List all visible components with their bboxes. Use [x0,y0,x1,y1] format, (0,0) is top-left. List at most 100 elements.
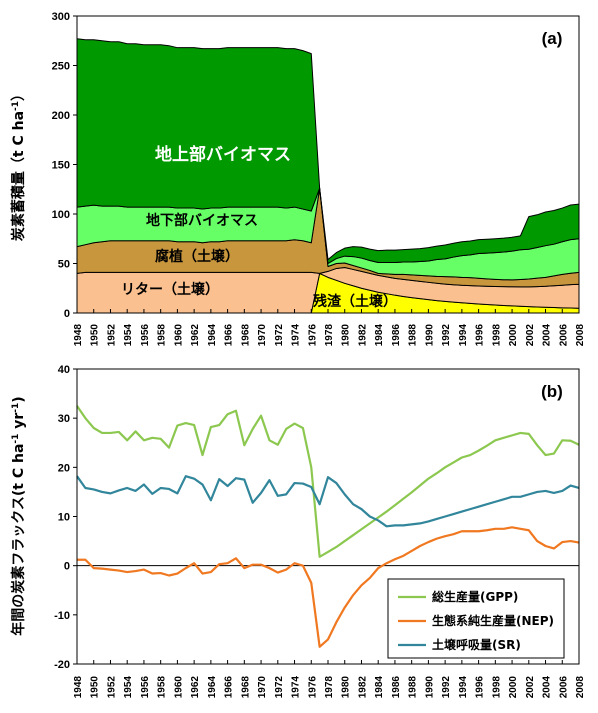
x-tick-label: 1966 [224,324,235,347]
x-tick-label: 1964 [207,324,218,347]
x-tick-label: 1964 [207,676,218,699]
x-tick-label: 1980 [341,324,352,347]
y-tick-label: 50 [58,259,70,271]
x-tick-label: 1994 [458,676,469,699]
x-tick-label: 1960 [173,324,184,347]
y-axis-label-a: 炭素蓄積量（t C ha-1） [10,87,27,241]
x-tick-label: 1954 [123,676,134,699]
legend-entry-sr: 土壌呼吸量(SR) [432,637,521,652]
label-litter: リター（土壌） [121,281,219,298]
x-tick-label: 1970 [257,676,268,699]
x-tick-label: 1990 [424,324,435,347]
x-tick-label: 1948 [73,676,84,699]
panel-a: 0 50 100 150 200 250 300 1948 1950 1952 1954 1956 1… [10,11,586,346]
x-tick-label: 1988 [408,676,419,699]
x-axis-b: 1948 1950 1952 1954 1956 1958 1960 1962 1964 1966… [73,660,586,698]
y-axis-a: 0 50 100 150 200 250 300 [52,11,77,320]
x-tick-label: 1968 [240,324,251,347]
y-tick-label: -10 [54,610,70,622]
label-residue: 残渣（土壌） [313,293,397,310]
x-tick-label: 1976 [307,676,318,699]
legend-entry-nep: 生態系純生産量(NEP) [432,613,554,628]
y-tick-label: 40 [58,364,70,376]
x-tick-label: 2006 [558,324,569,347]
y-tick-label: 0 [64,308,70,320]
x-axis-a: 1948 1950 1952 1954 1956 1958 1960 1962 1964 1966… [73,309,586,346]
stack-areas [76,38,580,314]
y-tick-label: 20 [58,462,70,474]
x-tick-label: 1984 [374,324,385,347]
x-tick-label: 1956 [140,676,151,699]
x-tick-label: 2000 [508,324,519,347]
x-tick-label: 1950 [90,324,101,347]
x-tick-label: 1984 [374,676,385,699]
x-tick-label: 1982 [357,324,368,347]
x-tick-label: 2004 [542,324,553,347]
panel-label-b: (b) [541,382,563,401]
y-tick-label: 300 [52,11,70,23]
x-tick-label: 2002 [525,676,536,699]
line-gpp [76,405,580,558]
x-tick-label: 1974 [291,676,302,699]
x-tick-label: 1952 [106,676,117,699]
y-tick-label: 250 [52,61,70,73]
x-tick-label: 1978 [324,676,335,699]
x-tick-label: 1968 [240,676,251,699]
x-tick-label: 1994 [458,324,469,347]
x-tick-label: 1988 [408,324,419,347]
y-tick-label: -20 [54,659,70,671]
x-tick-label: 1958 [157,676,168,699]
x-tick-label: 1952 [106,324,117,347]
x-tick-label: 1978 [324,324,335,347]
x-tick-label: 1996 [475,676,486,699]
y-tick-label: 10 [58,512,70,524]
x-tick-label: 1996 [475,324,486,347]
x-tick-label: 2008 [575,676,586,699]
x-tick-label: 2006 [558,676,569,699]
x-tick-label: 1962 [190,676,201,699]
x-tick-label: 1966 [224,676,235,699]
legend-entry-gpp: 総生産量(GPP) [432,589,518,604]
label-below-ground-biomass: 地下部バイオマス [146,212,258,229]
y-tick-label: 150 [52,160,70,172]
x-tick-label: 2008 [575,324,586,347]
x-tick-label: 1954 [123,324,134,347]
x-tick-label: 1990 [424,676,435,699]
x-tick-label: 1980 [341,676,352,699]
x-tick-label: 2004 [542,676,553,699]
y-axis-label-b: 年間の炭素フラックス(t C ha-1 yr-1) [10,396,27,635]
x-tick-label: 2002 [525,324,536,347]
y-tick-label: 30 [58,413,70,425]
y-axis-b: -20 -10 0 10 20 30 40 [54,364,77,671]
x-tick-label: 2000 [508,676,519,699]
legend: 総生産量(GPP) 生態系純生産量(NEP) 土壌呼吸量(SR) [387,578,565,659]
label-above-ground-biomass: 地上部バイオマス [155,144,291,165]
x-tick-label: 1986 [391,676,402,699]
x-tick-label: 1970 [257,324,268,347]
x-tick-label: 1998 [491,324,502,347]
x-tick-label: 1982 [357,676,368,699]
x-tick-label: 1986 [391,324,402,347]
x-tick-label: 1956 [140,324,151,347]
x-tick-label: 1972 [274,676,285,699]
x-tick-label: 1948 [73,324,84,347]
y-tick-label: 100 [52,209,70,221]
y-tick-label: 200 [52,110,70,122]
x-tick-label: 1972 [274,324,285,347]
panel-b: -20 -10 0 10 20 30 40 1948 1950 1952 1954 1956 1958… [10,364,586,698]
x-tick-label: 1974 [291,324,302,347]
x-tick-label: 1998 [491,676,502,699]
x-tick-label: 1992 [441,324,452,347]
x-tick-label: 1976 [307,324,318,347]
y-tick-label: 0 [64,561,70,573]
panel-label-a: (a) [542,29,563,48]
line-nep [77,526,580,648]
x-tick-label: 1992 [441,676,452,699]
x-tick-label: 1960 [173,676,184,699]
x-tick-label: 1958 [157,324,168,347]
x-tick-label: 1950 [90,676,101,699]
label-humus: 腐植（土壌） [155,248,239,265]
line-sr [76,475,580,528]
flux-lines [76,405,580,648]
